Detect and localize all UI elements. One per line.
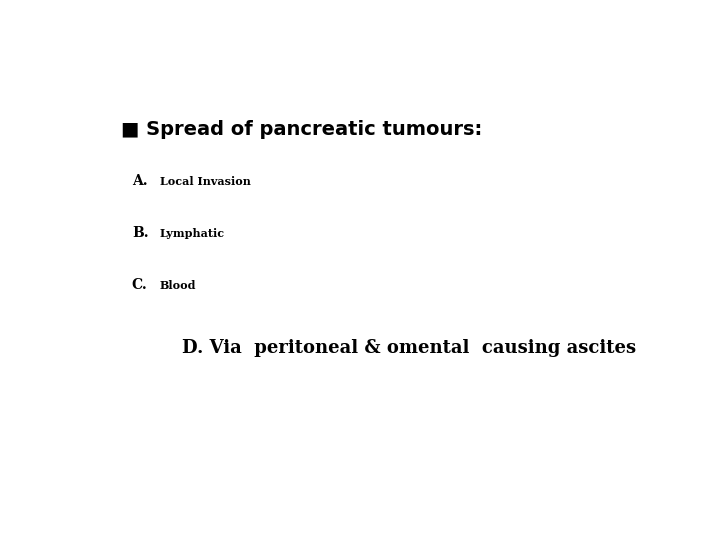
Text: C.: C. [132, 278, 148, 292]
Text: B.: B. [132, 226, 148, 240]
Text: D. Via  peritoneal & omental  causing ascites: D. Via peritoneal & omental causing asci… [182, 339, 636, 356]
Text: A.: A. [132, 174, 148, 188]
Text: Lymphatic: Lymphatic [160, 228, 225, 239]
Text: Local Invasion: Local Invasion [160, 176, 251, 187]
Text: Blood: Blood [160, 280, 197, 291]
Text: ■ Spread of pancreatic tumours:: ■ Spread of pancreatic tumours: [121, 120, 482, 139]
